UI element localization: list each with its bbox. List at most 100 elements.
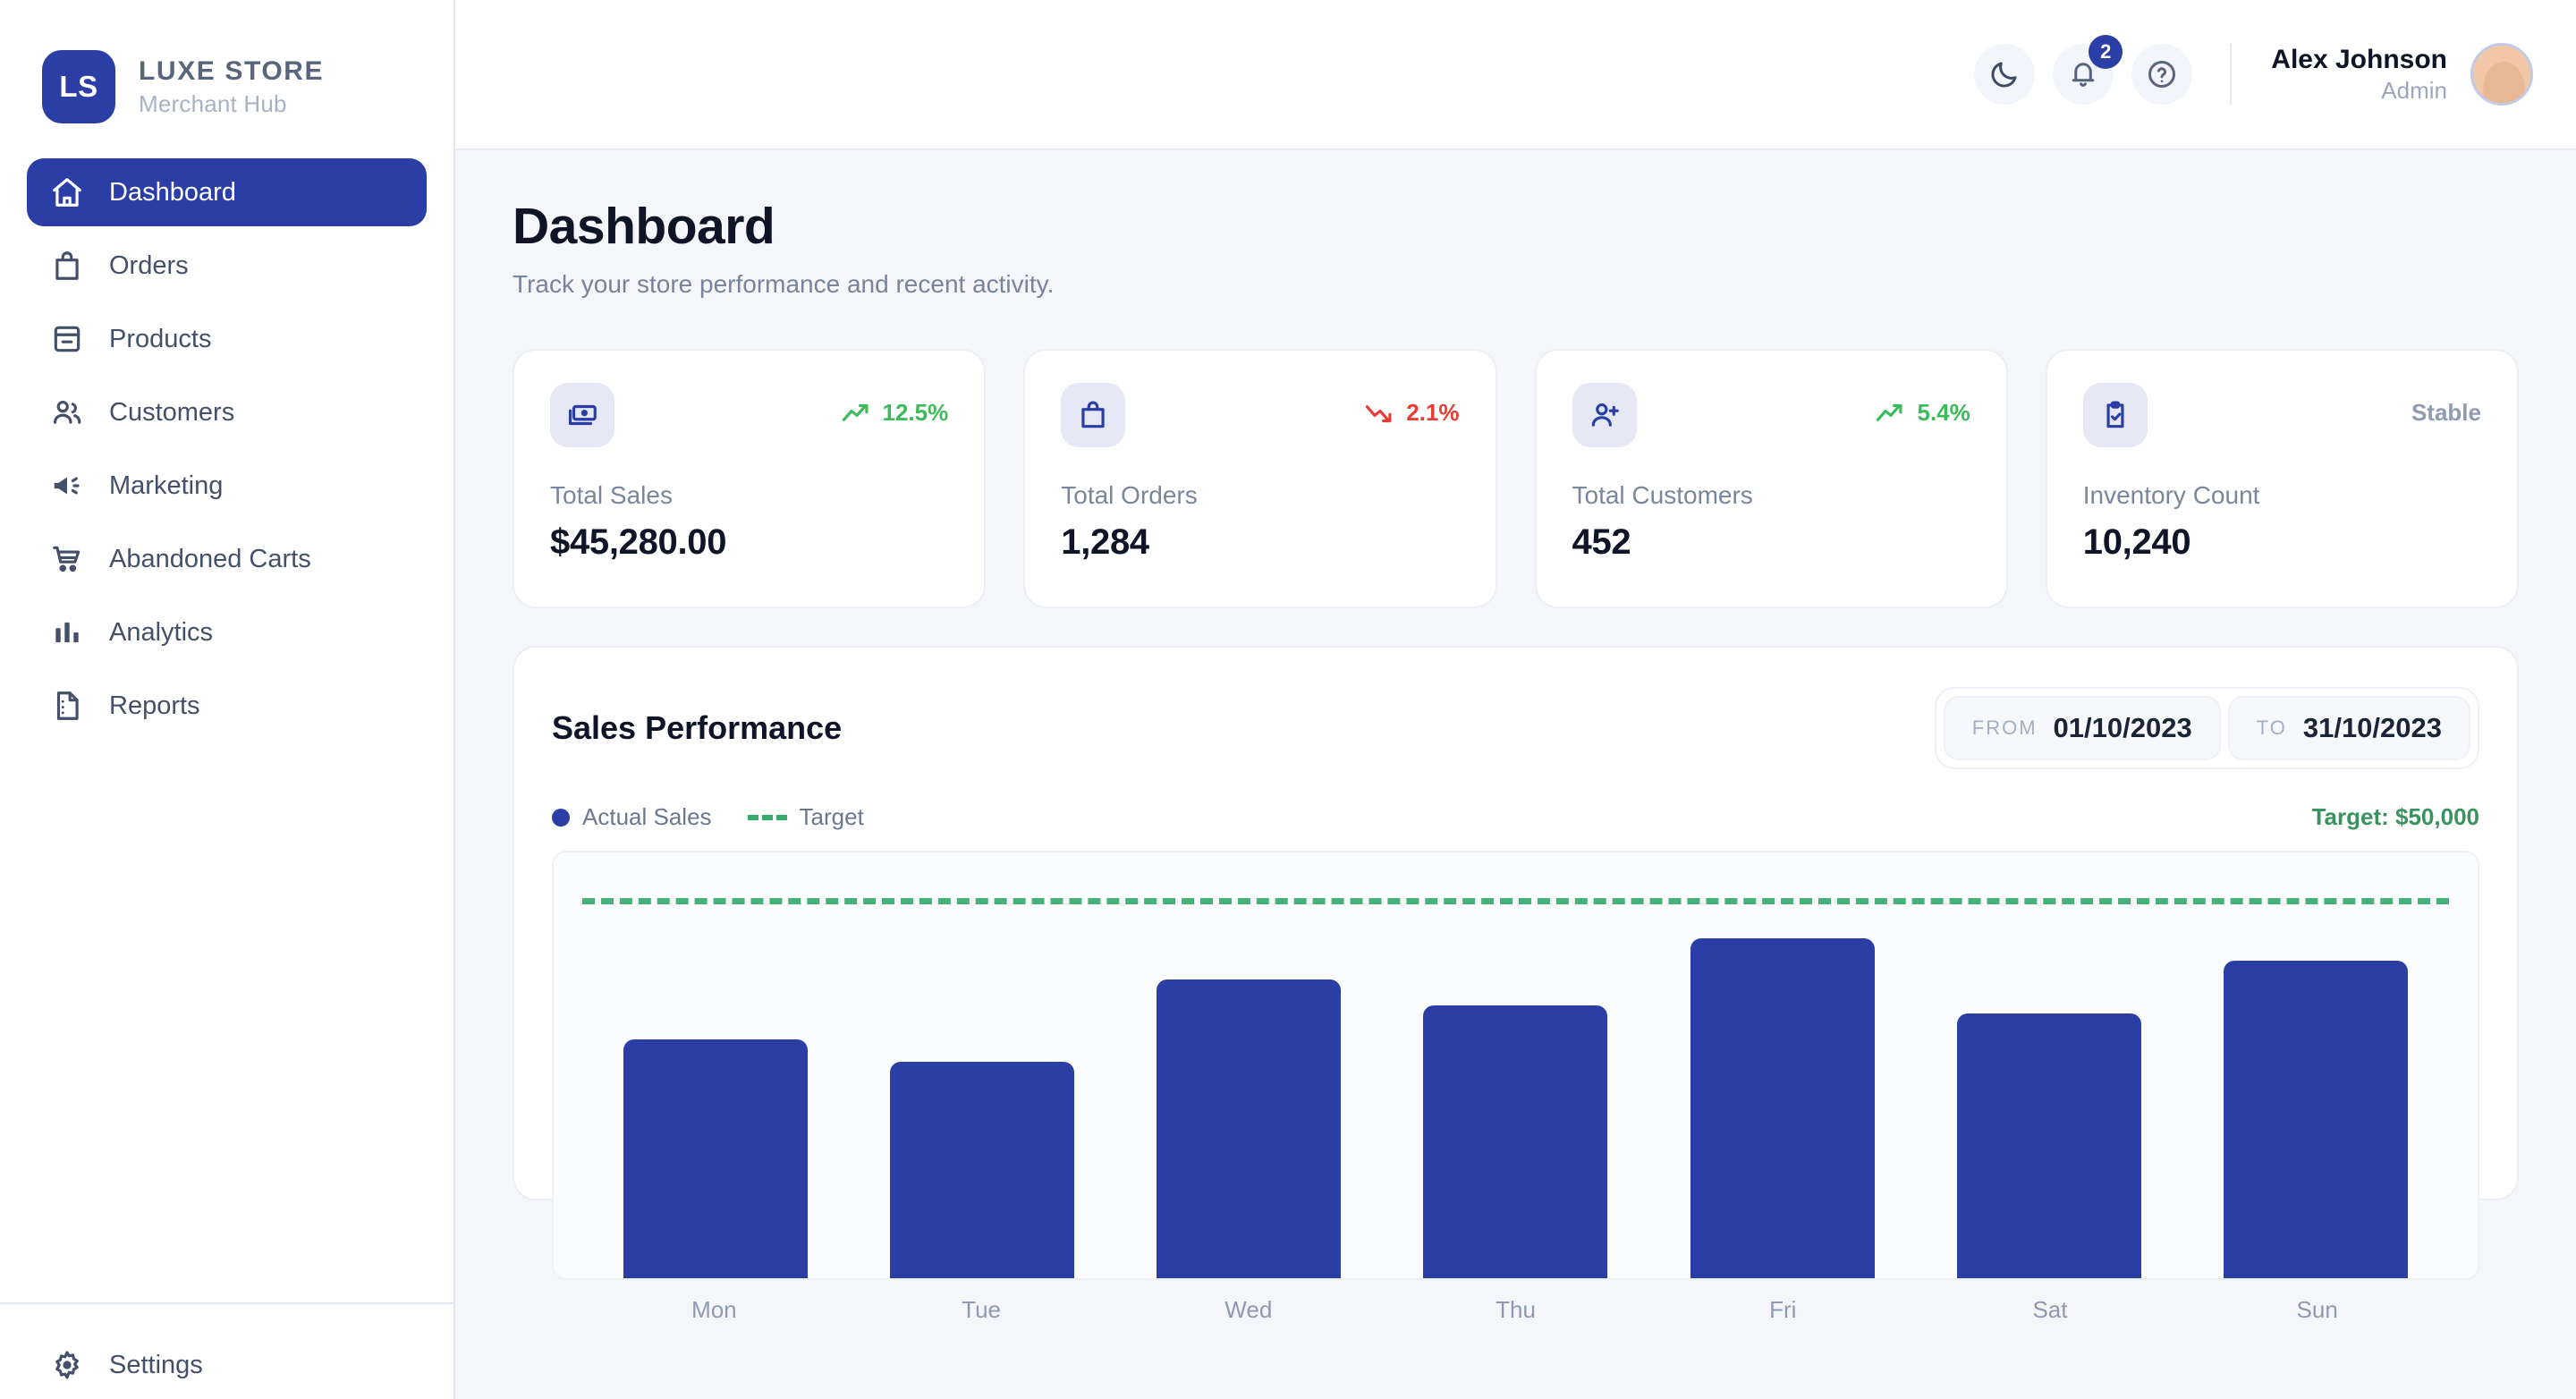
notifications-button[interactable]: 2 [2053,35,2123,105]
panel-header: Sales Performance FROM 01/10/2023 TO 31/… [552,687,2479,769]
bar-chart-icon [50,615,84,649]
help-button[interactable] [2131,44,2193,105]
user-meta: Alex Johnson Admin [2271,45,2447,105]
stat-trend: 5.4% [1876,399,1970,427]
stat-value: 1,284 [1061,522,1149,562]
stat-label: Total Sales [550,481,673,509]
cart-icon [50,542,84,576]
date-to-label: TO [2256,716,2287,739]
user-role: Admin [2381,76,2447,104]
trend-up-icon [842,402,872,425]
main-area: 2 Alex Johnson Admin [455,0,2576,1399]
bar-sun[interactable] [2223,961,2408,1278]
topbar: 2 Alex Johnson Admin [455,0,2576,150]
megaphone-icon [50,469,84,503]
sidebar-item-label: Analytics [109,617,214,647]
stat-card-top: 12.5% [550,383,948,447]
x-tick-label: Fri [1769,1296,1797,1323]
cash-icon [550,383,614,447]
theme-toggle-button[interactable] [1974,44,2036,105]
page-title: Dashboard [513,198,775,255]
stat-card-inventory-count[interactable]: Stable Inventory Count 10,240 [2045,349,2519,608]
x-tick-label: Sun [2296,1296,2338,1323]
legend-label: Target [799,803,864,830]
bell-icon [2067,58,2099,90]
sidebar-spacer [0,740,453,1302]
bag-icon [1061,383,1126,447]
sidebar-item-label: Marketing [109,471,224,500]
bar-slot[interactable] [2182,852,2449,1278]
date-to-field[interactable]: TO 31/10/2023 [2227,696,2470,760]
bar-mon[interactable] [623,1039,809,1278]
bar-slot[interactable] [1649,852,1916,1278]
target-note: Target: $50,000 [2311,803,2479,830]
sidebar-item-analytics[interactable]: Analytics [27,598,427,666]
bar-sat[interactable] [1956,1013,2141,1278]
sidebar-item-dashboard[interactable]: Dashboard [27,158,427,226]
trend-down-icon [1365,402,1395,425]
bar-slot[interactable] [1382,852,1648,1278]
sidebar-item-reports[interactable]: Reports [27,672,427,740]
x-tick-label: Sat [2032,1296,2068,1323]
x-tick-label: Mon [691,1296,737,1323]
stat-value: 10,240 [2082,522,2191,562]
brand-subtitle: Merchant Hub [139,89,287,117]
sidebar-item-marketing[interactable]: Marketing [27,452,427,520]
legend-item-actual-sales: Actual Sales [552,803,712,831]
panel-title: Sales Performance [552,709,843,746]
stat-card-top: 5.4% [1572,383,1970,447]
bar-slot[interactable] [849,852,1115,1278]
sales-performance-panel: Sales Performance FROM 01/10/2023 TO 31/… [513,646,2519,1323]
stat-trend-value: 2.1% [1406,399,1460,426]
bar-tue[interactable] [890,1061,1075,1278]
sidebar-item-label: Abandoned Carts [109,544,311,573]
sidebar-item-label: Dashboard [109,177,236,207]
stat-trend-value: 5.4% [1917,399,1970,426]
legend-dot-icon [552,808,570,827]
bar-wed[interactable] [1157,979,1342,1278]
sidebar-item-customers[interactable]: Customers [27,378,427,446]
x-tick-label: Wed [1224,1296,1273,1323]
sidebar-item-orders[interactable]: Orders [27,232,427,300]
sidebar-footer: Settings [0,1302,453,1399]
date-from-field[interactable]: FROM 01/10/2023 [1943,696,2221,760]
date-from-label: FROM [1971,716,2038,739]
stat-trend: Stable [2411,399,2481,427]
trend-up-icon [1876,402,1906,425]
clipboard-check-icon [2082,383,2148,447]
stat-card-total-sales[interactable]: 12.5% Total Sales $45,280.00 [513,349,987,608]
sidebar-nav: Dashboard Orders Products [0,134,453,740]
date-to-value: 31/10/2023 [2302,712,2442,743]
bar-slot[interactable] [1115,852,1382,1278]
legend-item-target: Target [747,803,864,831]
bar-slot[interactable] [582,852,849,1278]
sidebar-item-abandoned-carts[interactable]: Abandoned Carts [27,525,427,593]
stat-label: Inventory Count [2082,481,2260,509]
user-menu[interactable]: Alex Johnson Admin [2271,43,2533,106]
stat-card-total-orders[interactable]: 2.1% Total Orders 1,284 [1023,349,1497,608]
date-range-picker[interactable]: FROM 01/10/2023 TO 31/10/2023 [1934,687,2479,769]
x-tick-label: Thu [1496,1296,1536,1323]
stat-trend: 12.5% [842,399,948,427]
sidebar-item-label: Orders [109,250,189,280]
stats-grid: 12.5% Total Sales $45,280.00 [513,349,2519,608]
home-icon [50,175,84,209]
brand-block[interactable]: LS LUXE STORE Merchant Hub [0,0,453,134]
brand-name: LUXE STORE [139,55,325,86]
sales-bar-chart [552,851,2479,1280]
stat-card-top: 2.1% [1061,383,1460,447]
bar-fri[interactable] [1690,938,1875,1278]
avatar[interactable] [2470,43,2533,106]
date-from-value: 01/10/2023 [2053,712,2192,743]
users-icon [50,395,84,429]
stat-card-total-customers[interactable]: 5.4% Total Customers 452 [1534,349,2008,608]
sidebar-item-label: Settings [109,1350,203,1379]
user-name: Alex Johnson [2271,44,2447,74]
stat-label: Total Orders [1061,481,1198,509]
sidebar-item-products[interactable]: Products [27,305,427,373]
sidebar-item-settings[interactable]: Settings [27,1331,427,1399]
sidebar: LS LUXE STORE Merchant Hub Dashboard [0,0,455,1399]
bar-thu[interactable] [1423,1005,1608,1278]
bar-slot[interactable] [1916,852,2182,1278]
